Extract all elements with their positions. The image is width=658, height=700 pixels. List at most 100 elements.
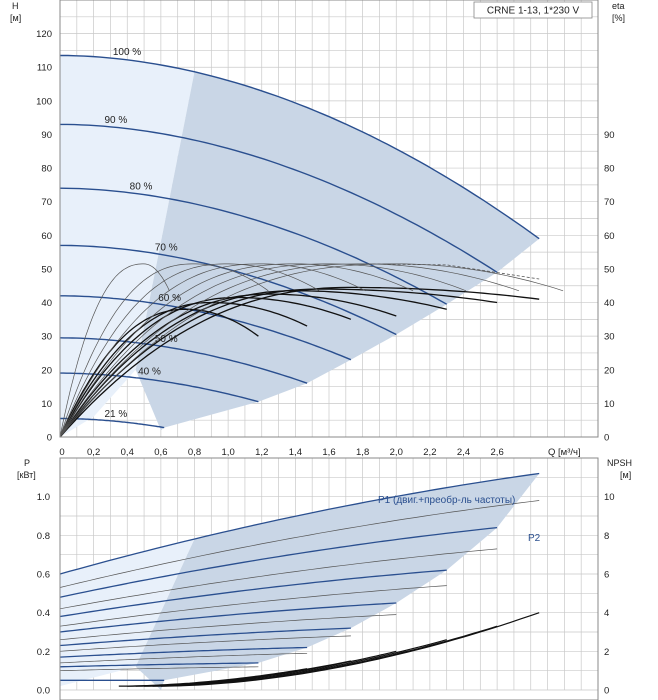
eta-tick-label: 30	[604, 332, 615, 343]
head-curve	[59, 337, 308, 384]
efficiency-curve	[59, 301, 308, 438]
p2-curve	[59, 635, 351, 652]
npsh-tick-label: 6	[604, 570, 609, 581]
p1-curve	[59, 602, 397, 633]
chart-title: CRNE 1-13, 1*230 V	[487, 6, 580, 17]
efficiency-curve	[59, 296, 352, 438]
total-efficiency-curve	[59, 263, 467, 438]
power-tick-label: 0.2	[37, 647, 50, 658]
flow-tick-label: 2,2	[423, 447, 436, 458]
p1-curve	[59, 627, 351, 647]
p2-curve	[59, 585, 447, 627]
p1-curve	[59, 646, 308, 658]
chart-title-box: CRNE 1-13, 1*230 V	[473, 1, 593, 19]
head-tick-label: 80	[41, 164, 52, 175]
speed-label: 90 %	[104, 115, 127, 126]
head-tick-label: 110	[37, 63, 52, 74]
head-tick-label: 50	[41, 264, 52, 275]
flow-axis-label: Q [м³/ч]	[548, 447, 581, 458]
power-axis-label: P	[24, 458, 30, 468]
eta-tick-label: 0	[604, 433, 609, 444]
head-chart-frame	[59, 0, 599, 438]
eta-tick-label: 80	[604, 164, 615, 175]
speed-label: 80 %	[130, 181, 153, 192]
npsh-axis-label: NPSH	[607, 458, 632, 468]
eta-axis-unit: [%]	[612, 13, 625, 23]
head-chart-axes: 0 0,2 0,4 0,6 0,8 1,0 1,2 1,4 1,6 1,8 2,0 2,2 2,4 2,6…	[36, 29, 614, 458]
operating-envelope	[135, 71, 540, 431]
power-chart-frame	[59, 457, 599, 700]
low-efficiency-zone	[60, 55, 195, 437]
total-efficiency-curve	[59, 263, 414, 438]
p1-series-label: P1 (двиг.+преобр-ль частоты)	[378, 494, 515, 506]
total-efficiency-curve	[59, 263, 269, 438]
npsh-tick-label: 10	[604, 492, 615, 503]
npsh-curve	[118, 668, 308, 687]
total-efficiency-curve	[59, 263, 170, 438]
p2-curve	[59, 652, 308, 664]
p2-curve	[59, 666, 259, 672]
flow-tick-label: 2,6	[491, 447, 504, 458]
head-curve	[59, 187, 448, 305]
head-tick-label: 0	[47, 433, 52, 444]
total-efficiency-curve	[59, 263, 520, 438]
head-tick-label: 10	[41, 399, 52, 410]
head-axis-label: H	[12, 1, 19, 11]
power-tick-label: 0.8	[37, 531, 50, 542]
flow-tick-label: 2,0	[390, 447, 403, 458]
head-curve-labels: 100 % 90 % 80 % 70 % 60 % 50 % 40 % 21 %	[104, 47, 181, 420]
flow-tick-label: 1,4	[289, 447, 302, 458]
power-axis-unit: [кВт]	[17, 470, 36, 480]
head-curve	[60, 295, 352, 361]
flow-tick-label: 1,2	[255, 447, 268, 458]
power-operating-envelope	[135, 473, 540, 690]
efficiency-dashed-extension	[362, 263, 540, 280]
total-efficiency-curve	[59, 263, 564, 438]
head-tick-label: 120	[36, 29, 52, 40]
p1-curve	[59, 526, 498, 598]
head-tick-label: 60	[41, 231, 52, 242]
p2-curve	[59, 614, 397, 641]
speed-label: 40 %	[138, 367, 161, 378]
head-tick-label: 90	[41, 130, 52, 141]
head-tick-label: 100	[36, 96, 52, 107]
head-operating-area	[60, 55, 540, 437]
p1-curve	[59, 472, 540, 575]
eta-tick-label: 90	[604, 130, 615, 141]
head-tick-label: 20	[41, 365, 52, 376]
flow-tick-label: 0	[59, 447, 64, 458]
power-curves	[59, 472, 540, 687]
speed-label: 60 %	[158, 293, 181, 304]
head-tick-label: 30	[41, 332, 52, 343]
eta-tick-label: 10	[604, 399, 615, 410]
npsh-tick-label: 2	[604, 647, 609, 658]
flow-tick-label: 2,4	[457, 447, 470, 458]
flow-tick-label: 0,2	[87, 447, 100, 458]
power-tick-label: 0.0	[37, 686, 50, 697]
power-tick-label: 0.6	[37, 570, 50, 581]
speed-label: 70 %	[155, 242, 178, 253]
head-curve	[60, 54, 540, 240]
eta-tick-label: 70	[604, 197, 615, 208]
power-tick-label: 0.4	[37, 608, 50, 619]
flow-tick-label: 0,4	[121, 447, 134, 458]
power-tick-label: 1.0	[37, 492, 50, 503]
eta-tick-label: 40	[604, 298, 615, 309]
flow-tick-label: 1,0	[222, 447, 235, 458]
head-curves	[59, 54, 564, 438]
head-curve	[60, 123, 498, 273]
eta-tick-label: 60	[604, 231, 615, 242]
flow-tick-label: 0,6	[154, 447, 167, 458]
efficiency-curve	[59, 308, 259, 438]
npsh-axis-unit: [м]	[620, 470, 631, 480]
total-efficiency-curve	[59, 263, 366, 438]
npsh-tick-label: 4	[604, 608, 609, 619]
p1-curve	[59, 662, 259, 668]
p2-series-label: P2	[528, 533, 541, 544]
head-axis-unit: [м]	[10, 13, 21, 23]
eta-tick-label: 20	[604, 365, 615, 376]
p2-curve	[59, 548, 498, 610]
speed-label: 100 %	[113, 47, 141, 58]
power-chart-axes: 0.0 0.2 0.4 0.6 0.8 1.0 0 2 4 6 8 10	[37, 492, 615, 696]
